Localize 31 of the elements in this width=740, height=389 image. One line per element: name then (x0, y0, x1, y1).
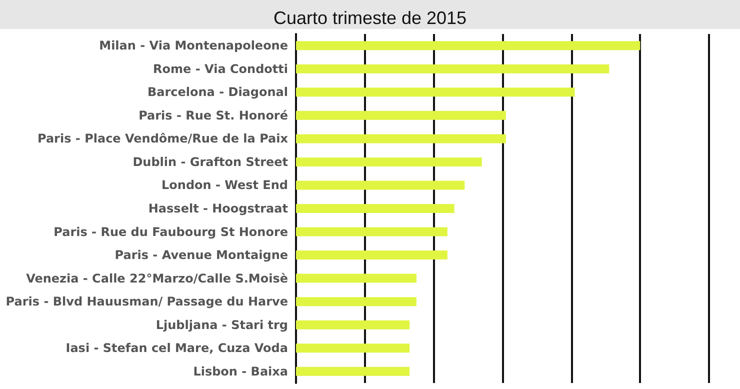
chart-title: Cuarto trimeste de 2015 (273, 8, 467, 28)
bar (296, 344, 410, 353)
y-tick-label: Lisbon - Baixa (193, 364, 288, 378)
y-tick-label: Ljubljana - Stari trg (156, 318, 288, 332)
y-tick-label: Milan - Via Montenapoleone (99, 38, 288, 53)
y-tick-label: Paris - Rue du Faubourg St Honore (54, 224, 288, 239)
y-tick-label: Barcelona - Diagonal (147, 85, 288, 100)
y-tick-label: Venezia - Calle 22°Marzo/Calle S.Moisè (26, 271, 288, 286)
bar (296, 180, 465, 190)
bar (296, 88, 575, 97)
y-tick-label: Paris - Blvd Hauusman/ Passage du Harve (6, 294, 288, 309)
bar (296, 366, 410, 376)
y-tick-label: Dublin - Grafton Street (132, 154, 288, 169)
bar (296, 274, 416, 283)
y-tick-label: London - West End (162, 178, 288, 192)
bar (296, 134, 506, 144)
bar (296, 64, 610, 74)
bar (296, 227, 448, 236)
bar (296, 320, 410, 330)
bar (296, 204, 454, 213)
y-tick-label: Rome - Via Condotti (153, 62, 288, 76)
bar (296, 110, 506, 120)
y-tick-label: Iasi - Stefan cel Mare, Cuza Voda (66, 341, 288, 356)
bar (296, 250, 448, 260)
y-tick-label: Paris - Avenue Montaigne (114, 248, 288, 262)
y-tick-label: Paris - Rue St. Honoré (138, 108, 288, 122)
y-tick-label: Paris - Place Vendôme/Rue de la Paix (37, 132, 288, 146)
bar (296, 157, 482, 166)
y-tick-label: Hasselt - Hoogstraat (148, 202, 288, 216)
bar (296, 41, 640, 50)
bar (296, 297, 416, 306)
